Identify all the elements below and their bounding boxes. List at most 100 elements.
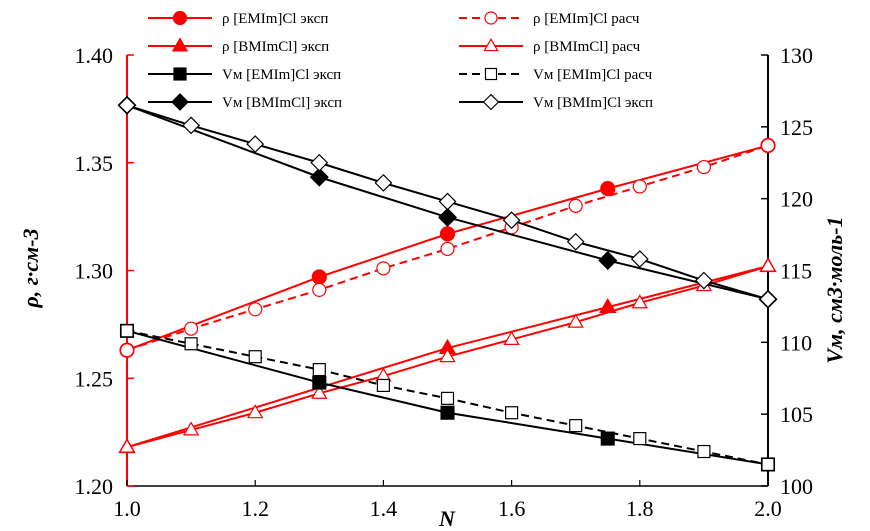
- data-point: [182, 421, 200, 436]
- data-point: [694, 271, 713, 290]
- legend-item: Vм [EMIm]Cl расч: [459, 67, 653, 83]
- x-tick-label: 1.0: [113, 496, 141, 521]
- legend-label: Vм [EMIm]Cl эксп: [222, 67, 341, 83]
- data-point: [118, 96, 136, 115]
- axes: 1.0 1.2 1.4 1.6 1.8 2.0 1.20 1.25 1.30 1.35 1.40 10…: [75, 43, 814, 521]
- data-point: [248, 350, 262, 364]
- y-left-tick-label: 1.20: [75, 474, 114, 499]
- data-point: [184, 337, 198, 351]
- data-point: [630, 250, 649, 268]
- data-point: [312, 282, 327, 297]
- legend-label: Vм [BMImCl] эксп: [222, 95, 342, 111]
- data-point: [312, 375, 327, 390]
- y-right-tick-label: 115: [780, 259, 812, 284]
- data-point: [376, 378, 390, 393]
- x-tick-label: 1.2: [241, 496, 269, 521]
- data-point: [119, 343, 135, 358]
- data-point: [484, 11, 498, 25]
- series-line: [126, 265, 769, 449]
- legend-item: ρ [EMIm]Cl эксп: [148, 10, 328, 27]
- data-point: [483, 37, 499, 52]
- data-point: [309, 167, 329, 187]
- series-2: [119, 138, 776, 358]
- legend-item: Vм [BMIm]Cl эксп: [459, 93, 653, 111]
- x-tick-label: 1.8: [626, 496, 654, 521]
- data-point: [120, 324, 134, 338]
- legend-label: Vм [EMIm]Cl расч: [533, 67, 653, 83]
- y-right-tick-label: 125: [780, 115, 813, 140]
- legend-label: ρ [BMImCl] эксп: [222, 39, 329, 55]
- legend-label: ρ [BMImCl] расч: [533, 39, 641, 55]
- legend-item: ρ [BMImCl] расч: [459, 37, 641, 55]
- data-point: [376, 261, 391, 276]
- data-point: [171, 93, 189, 111]
- legend-label: ρ [EMIm]Cl расч: [533, 11, 640, 27]
- data-point: [440, 241, 455, 257]
- data-point: [633, 432, 647, 446]
- y-left-tick-label: 1.40: [75, 43, 114, 68]
- series-8: [118, 96, 777, 309]
- data-point: [440, 391, 455, 405]
- data-point: [567, 313, 584, 328]
- legend-item: Vм [EMIm]Cl эксп: [148, 67, 341, 83]
- legend-item: Vм [BMImCl] эксп: [148, 93, 342, 111]
- x-tick-label: 1.4: [370, 496, 398, 521]
- data-point: [311, 269, 327, 285]
- data-point: [632, 179, 647, 194]
- data-point: [566, 232, 585, 251]
- data-point: [631, 294, 648, 309]
- data-point: [118, 438, 136, 453]
- data-point: [248, 302, 263, 317]
- data-point: [439, 226, 456, 242]
- legend-label: Vм [BMIm]Cl эксп: [533, 95, 653, 111]
- y-right-tick-label: 120: [780, 187, 813, 212]
- y-right-tick-label: 105: [780, 402, 813, 427]
- series-6: [120, 324, 775, 472]
- data-point: [505, 406, 519, 420]
- data-point: [502, 211, 521, 230]
- data-point: [184, 321, 199, 336]
- y-left-tick-label: 1.25: [75, 366, 114, 391]
- data-point: [310, 153, 329, 172]
- x-tick-label: 1.6: [498, 496, 526, 521]
- data-point: [600, 181, 616, 197]
- legend-item: ρ [EMIm]Cl расч: [459, 11, 640, 27]
- data-point: [437, 207, 458, 227]
- data-point: [173, 67, 187, 81]
- data-point: [182, 116, 201, 135]
- y-right-tick-label: 130: [780, 43, 813, 68]
- data-point: [503, 330, 520, 345]
- data-point: [759, 257, 777, 272]
- y-right-tick-label: 100: [780, 474, 813, 499]
- legend: ρ [EMIm]Cl эксп ρ [EMIm]Cl расч ρ [BMImCl]…: [148, 10, 653, 111]
- data-point: [172, 10, 188, 26]
- data-point: [484, 67, 498, 81]
- data-point: [568, 198, 583, 213]
- y-left-axis-title: ρ, г·см-3: [18, 228, 43, 308]
- data-point: [696, 159, 712, 175]
- data-point: [759, 290, 777, 309]
- y-right-tick-label: 110: [780, 330, 812, 355]
- data-point: [439, 348, 456, 363]
- series-line: [126, 144, 769, 352]
- data-point: [438, 192, 457, 211]
- y-left-tick-label: 1.35: [75, 151, 114, 176]
- data-point: [697, 444, 711, 459]
- data-point: [440, 405, 455, 420]
- y-left-tick-label: 1.30: [75, 259, 114, 284]
- data-point: [761, 457, 775, 472]
- data-point: [311, 384, 328, 399]
- x-tick-label: 2.0: [754, 496, 782, 521]
- data-point: [760, 138, 776, 153]
- y-right-axis-title: Vм, см3·моль-1: [822, 216, 847, 363]
- x-axis-title: N: [438, 506, 456, 531]
- data-point: [569, 419, 583, 433]
- legend-item: ρ [BMImCl] эксп: [148, 37, 329, 55]
- data-point: [598, 250, 618, 270]
- data-point: [246, 135, 265, 153]
- legend-label: ρ [EMIm]Cl эксп: [222, 11, 328, 27]
- data-point: [600, 431, 615, 446]
- data-point: [482, 93, 500, 111]
- plot-series: [117, 95, 778, 472]
